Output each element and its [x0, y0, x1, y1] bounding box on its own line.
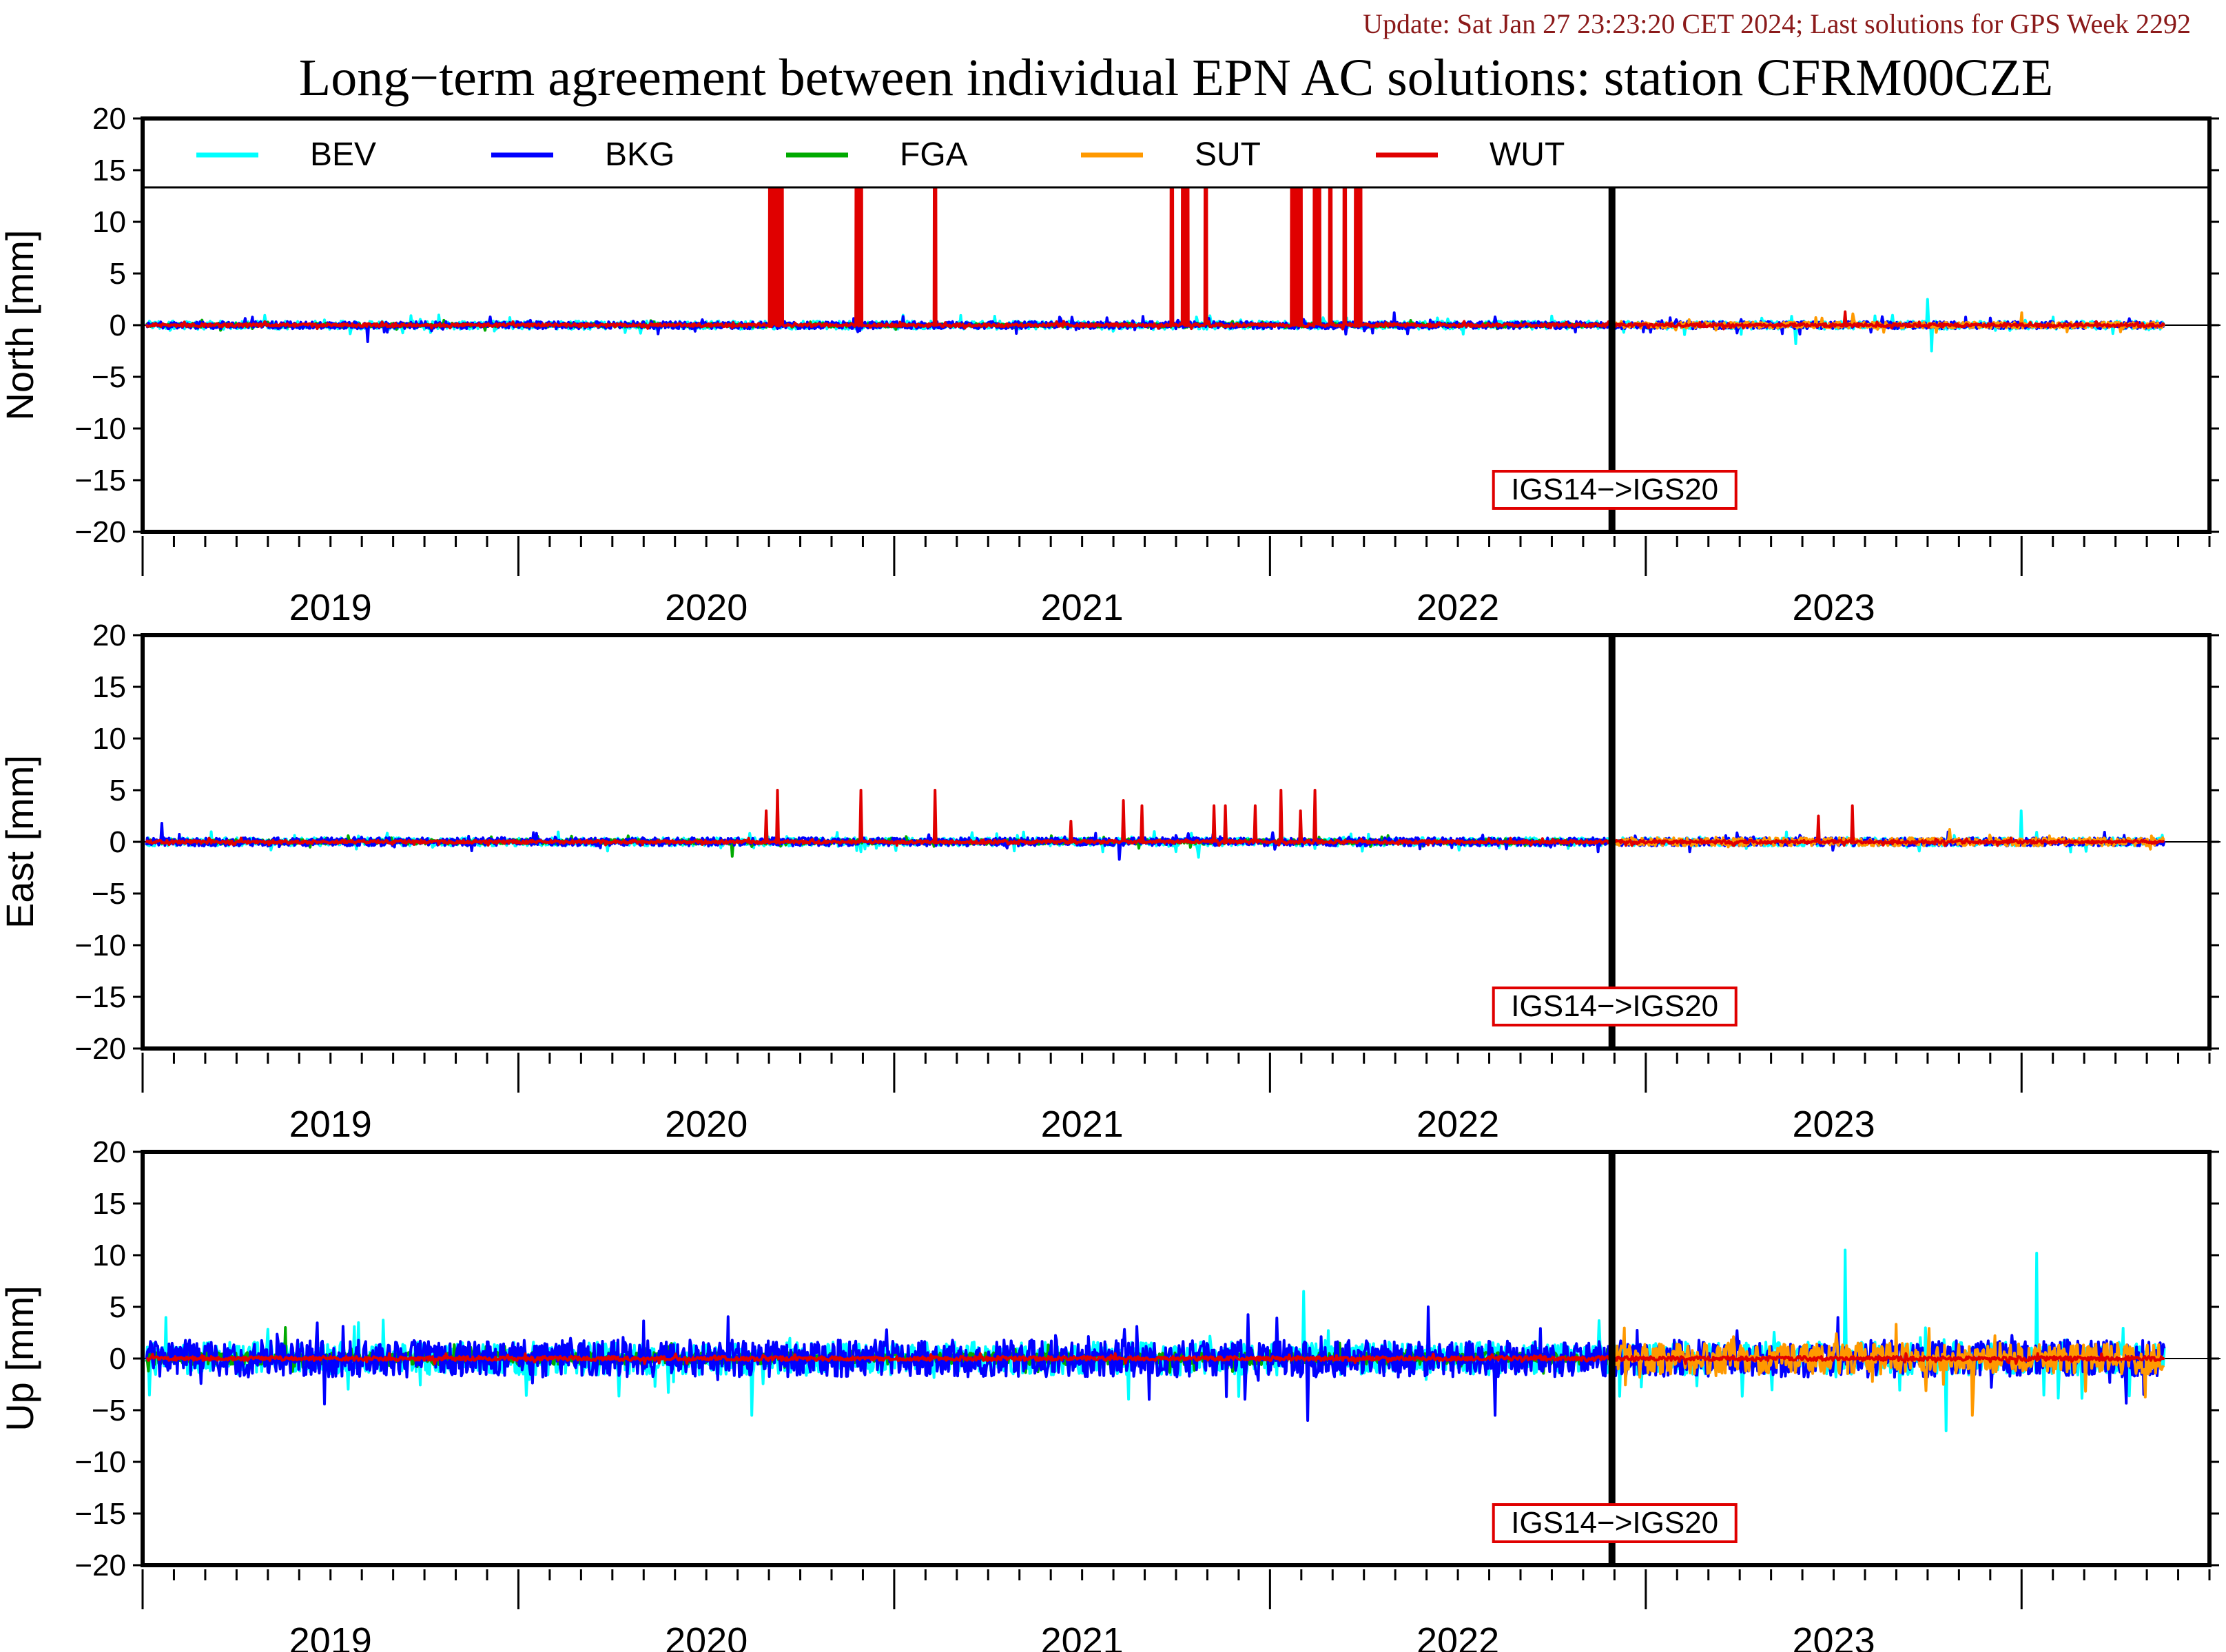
plot-frame [141, 633, 2212, 1051]
legend-label-bkg: BKG [605, 136, 674, 173]
y-tick-label: −20 [74, 1032, 126, 1066]
panel-north: 20 15 10 5 0 −5 −10 −15 −20 North [mm] IGS14−>IGS2… [0, 102, 2220, 628]
x-tick-label: 2022 [1416, 587, 1499, 628]
y-tick-label: 5 [110, 257, 126, 291]
x-tick-label: 2022 [1416, 1620, 1499, 1652]
y-tick-label: −15 [74, 1497, 126, 1531]
series-line-bev [145, 1248, 2166, 1432]
y-tick-label: −20 [74, 515, 126, 549]
series-group [145, 118, 2166, 353]
legend-label-sut: SUT [1195, 136, 1261, 173]
y-tick-label: 0 [110, 309, 126, 342]
y-tick-label: −15 [74, 980, 126, 1014]
series-line-bev [145, 809, 2165, 859]
y-tick-label: 20 [92, 102, 126, 136]
y-tick-label: −5 [92, 360, 126, 394]
y-tick-label: 0 [110, 825, 126, 859]
chart-title: Long−term agreement between individual E… [299, 49, 2053, 107]
y-tick-label: −10 [74, 412, 126, 446]
x-tick-label: 2021 [1041, 1620, 1124, 1652]
y-tick-label: 15 [92, 670, 126, 704]
y-tick-label: −5 [92, 1394, 126, 1427]
x-tick-label: 2019 [289, 1620, 372, 1652]
series-group [145, 1248, 2166, 1432]
legend-label-fga: FGA [900, 136, 968, 173]
x-tick-label: 2023 [1792, 1620, 1875, 1652]
y-tick-label: 15 [92, 154, 126, 187]
reference-change-label: IGS14−>IGS20 [1511, 1506, 1718, 1540]
legend-label-bev: BEV [310, 136, 376, 173]
reference-change-label: IGS14−>IGS20 [1511, 473, 1718, 506]
x-tick-label: 2022 [1416, 1104, 1499, 1145]
reference-change-box [1492, 1503, 1738, 1543]
y-tick-label: 10 [92, 722, 126, 756]
y-tick-label: 15 [92, 1187, 126, 1221]
panel-up: 20 15 10 5 0 −5 −10 −15 −20 Up [mm] IGS14−>IGS20 20… [0, 1135, 2220, 1652]
y-tick-label: 10 [92, 1239, 126, 1272]
y-tick-label: 10 [92, 205, 126, 239]
x-tick-label: 2023 [1792, 1104, 1875, 1145]
x-tick-label: 2021 [1041, 587, 1124, 628]
y-tick-label: −5 [92, 877, 126, 911]
series-group [145, 789, 2166, 861]
panel-east: 20 15 10 5 0 −5 −10 −15 −20 East [mm] IGS14−>IGS20… [0, 619, 2220, 1145]
y-tick-label: −10 [74, 929, 126, 962]
legend: BEV BKG FGA SUT WUT [141, 116, 2212, 534]
x-tick-label: 2020 [665, 587, 748, 628]
x-tick-label: 2019 [289, 587, 372, 628]
series-line-wut [145, 118, 2166, 331]
x-tick-label: 2020 [665, 1104, 748, 1145]
y-tick-label: 5 [110, 774, 126, 807]
y-tick-label: 20 [92, 1135, 126, 1169]
series-line-wut [145, 789, 2165, 847]
reference-change-label: IGS14−>IGS20 [1511, 989, 1718, 1023]
y-tick-label: −10 [74, 1445, 126, 1479]
x-tick-label: 2023 [1792, 587, 1875, 628]
y-axis-label: North [mm] [0, 230, 41, 421]
y-axis-label: East [mm] [0, 755, 41, 929]
reference-change-box [1492, 987, 1738, 1026]
y-tick-label: −15 [74, 464, 126, 497]
series-line-wut [145, 1352, 2165, 1365]
y-tick-label: 0 [110, 1342, 126, 1376]
y-tick-label: −20 [74, 1549, 126, 1582]
x-tick-label: 2019 [289, 1104, 372, 1145]
y-axis-label: Up [mm] [0, 1286, 41, 1432]
update-timestamp: Update: Sat Jan 27 23:23:20 CET 2024; La… [1363, 8, 2191, 39]
plot-frame [141, 1150, 2212, 1567]
reference-change-box [1492, 470, 1738, 510]
y-tick-label: 20 [92, 619, 126, 652]
legend-label-wut: WUT [1490, 136, 1565, 173]
x-tick-label: 2020 [665, 1620, 748, 1652]
x-tick-label: 2021 [1041, 1104, 1124, 1145]
y-tick-label: 5 [110, 1290, 126, 1324]
